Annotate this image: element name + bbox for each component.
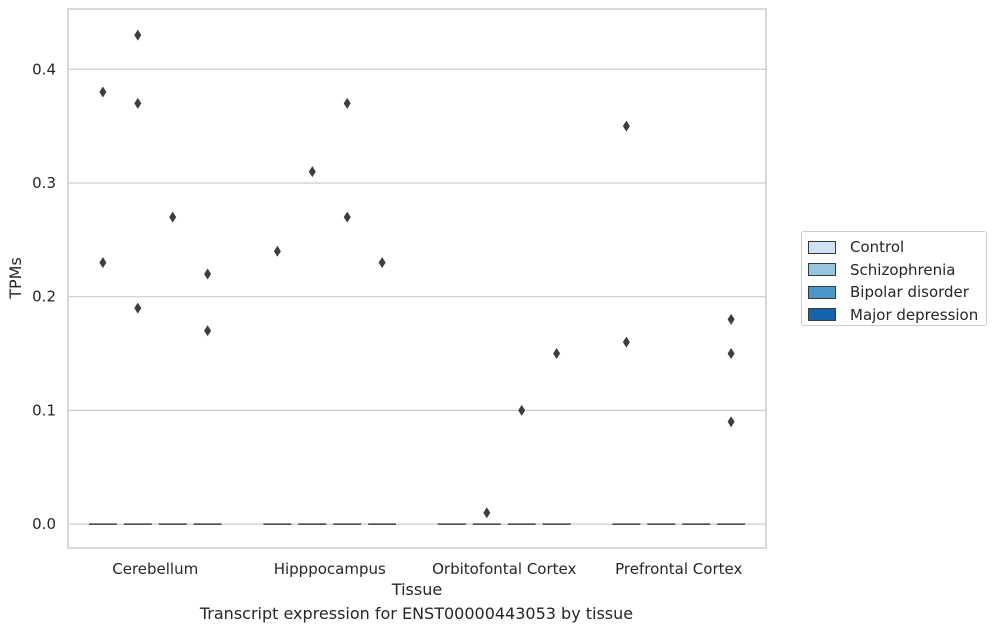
legend-label-control: Control (850, 238, 905, 257)
legend-label-schizophrenia: Schizophrenia (850, 260, 956, 279)
outlier-points (99, 29, 735, 519)
outlier-point (99, 86, 107, 98)
legend-item-control: Control (808, 236, 986, 259)
x-tick-labels: Cerebellum Hipppocampus Orbitofontal Corte… (112, 560, 742, 578)
outlier-point (169, 211, 177, 223)
outlier-point (727, 416, 735, 428)
y-tick-label: 0.2 (32, 288, 56, 306)
y-axis-title: TPMs (6, 257, 25, 300)
outlier-point (727, 313, 735, 325)
x-tick-label: Prefrontal Cortex (615, 560, 742, 578)
outlier-point (622, 120, 630, 132)
outlier-point (204, 325, 212, 337)
legend-label-major-depression: Major depression (850, 305, 979, 324)
outlier-point (273, 245, 281, 257)
legend-swatch-major-depression (808, 308, 836, 322)
outlier-point (308, 166, 316, 178)
legend-item-major-depression: Major depression (808, 304, 986, 327)
y-tick-label: 0.1 (32, 401, 56, 419)
outlier-point (134, 97, 142, 109)
x-tick-label: Hipppocampus (274, 560, 386, 578)
outlier-point (378, 257, 386, 269)
legend-label-bipolar: Bipolar disorder (850, 283, 969, 302)
y-tick-labels: 0.0 0.1 0.2 0.3 0.4 (32, 60, 56, 533)
legend: Control Schizophrenia Bipolar disorder M… (801, 231, 987, 326)
outlier-point (553, 348, 561, 360)
legend-swatch-bipolar (808, 285, 836, 299)
legend-item-bipolar: Bipolar disorder (808, 281, 986, 304)
outlier-point (483, 507, 491, 519)
outlier-point (518, 404, 526, 416)
x-tick-label: Cerebellum (112, 560, 198, 578)
legend-swatch-control (808, 240, 836, 254)
legend-item-schizophrenia: Schizophrenia (808, 259, 986, 282)
chart-caption: Transcript expression for ENST0000044305… (199, 604, 634, 623)
outlier-point (99, 257, 107, 269)
outlier-point (134, 302, 142, 314)
outlier-point (727, 348, 735, 360)
legend-swatch-schizophrenia (808, 263, 836, 277)
outlier-point (622, 336, 630, 348)
outlier-point (204, 268, 212, 280)
outlier-point (343, 211, 351, 223)
plot-area (68, 9, 766, 548)
y-tick-label: 0.4 (32, 60, 56, 78)
x-tick-label: Orbitofontal Cortex (432, 560, 576, 578)
x-axis-title: Tissue (391, 580, 442, 599)
outlier-point (134, 29, 142, 41)
y-tick-label: 0.0 (32, 515, 56, 533)
outlier-point (343, 97, 351, 109)
plot-frame (67, 8, 767, 549)
y-tick-label: 0.3 (32, 174, 56, 192)
